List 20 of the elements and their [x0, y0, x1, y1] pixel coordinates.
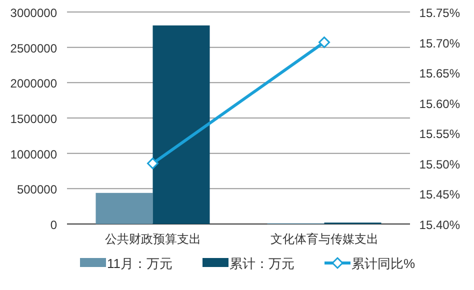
- legend: 11月：万元: [107, 256, 172, 271]
- ytick: 1500000: [10, 112, 57, 126]
- y2tick: 15.55%: [419, 127, 460, 142]
- legend: 累计：万元: [230, 256, 294, 271]
- ytick: 2000000: [10, 76, 57, 91]
- y2tick: 15.75%: [419, 6, 460, 20]
- y2tick: 15.50%: [419, 157, 460, 172]
- y2tick: 15.70%: [419, 36, 460, 50]
- ytick: 3000000: [10, 6, 57, 20]
- legend: 累计同比%: [352, 256, 416, 271]
- xtick: 文化体育与传媒支出: [270, 232, 378, 246]
- ytick: 1000000: [10, 147, 57, 162]
- y2tick: 15.40%: [419, 218, 460, 232]
- y2tick: 15.65%: [419, 66, 460, 81]
- y2tick: 15.45%: [419, 188, 460, 202]
- ytick: 0: [50, 218, 57, 232]
- ytick: 500000: [16, 182, 57, 197]
- xtick: 公共财政预算支出: [104, 232, 201, 246]
- ytick: 2500000: [10, 41, 57, 56]
- y2tick: 15.60%: [419, 96, 460, 111]
